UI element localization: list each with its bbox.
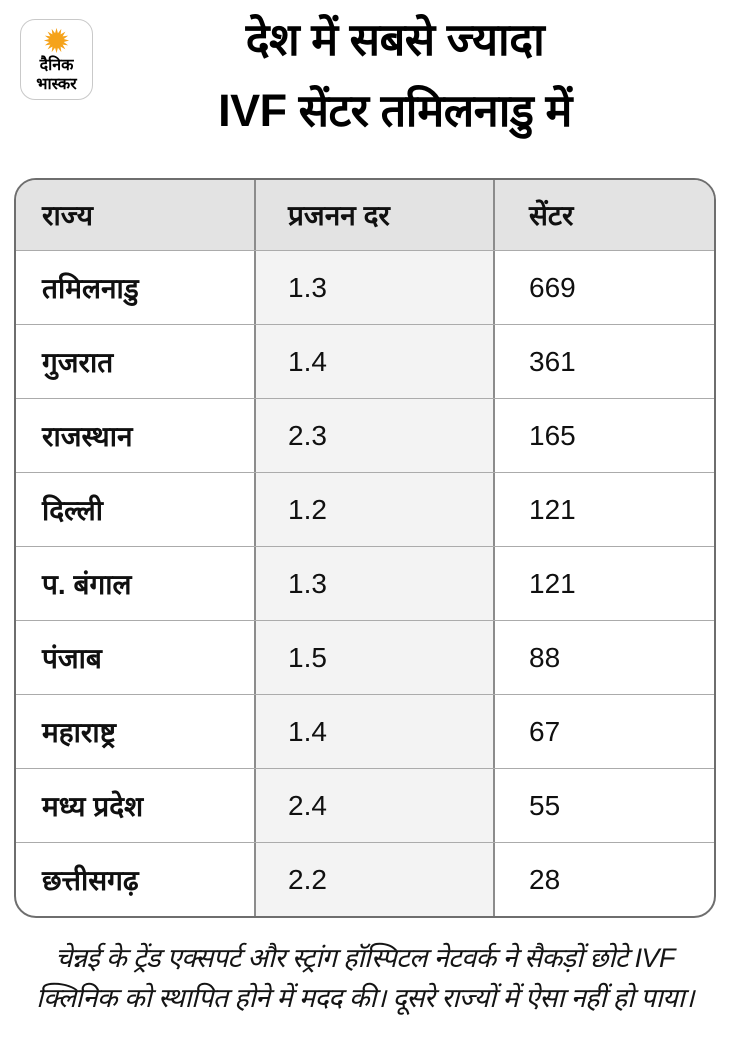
cell-state: पंजाब — [42, 642, 102, 674]
cell-fertility-rate: 1.3 — [254, 251, 493, 324]
brand-logo: दैनिक भास्कर — [20, 19, 93, 100]
cell-fertility-rate: 1.4 — [254, 325, 493, 398]
table-row: राजस्थान 2.3 165 — [16, 398, 714, 472]
cell-fertility-rate: 2.3 — [254, 399, 493, 472]
table-row: गुजरात 1.4 361 — [16, 324, 714, 398]
footnote-line1: चेन्नई के ट्रेंड एक्सपर्ट और स्ट्रांग हॉ… — [55, 943, 675, 973]
column-header-fertility-rate: प्रजनन दर — [254, 180, 493, 250]
footnote-line2: क्लिनिक को स्थापित होने में मदद की। दूसर… — [36, 983, 694, 1013]
cell-centers: 361 — [493, 325, 714, 398]
cell-state: मध्य प्रदेश — [42, 790, 144, 822]
cell-state: छत्तीसगढ़ — [42, 864, 139, 896]
footnote: चेन्नई के ट्रेंड एक्सपर्ट और स्ट्रांग हॉ… — [0, 938, 730, 1018]
brand-name-line1: दैनिक — [39, 57, 74, 74]
table-header-row: राज्य प्रजनन दर सेंटर — [16, 180, 714, 250]
cell-fertility-rate: 1.4 — [254, 695, 493, 768]
page-title-line2: IVF सेंटर तमिलनाडु में — [218, 85, 572, 136]
cell-centers: 88 — [493, 621, 714, 694]
cell-centers: 121 — [493, 547, 714, 620]
cell-centers: 669 — [493, 251, 714, 324]
table-row: प. बंगाल 1.3 121 — [16, 546, 714, 620]
column-header-state: राज्य — [42, 200, 93, 231]
cell-fertility-rate: 1.3 — [254, 547, 493, 620]
sun-icon — [43, 27, 70, 54]
cell-centers: 67 — [493, 695, 714, 768]
table-row: छत्तीसगढ़ 2.2 28 — [16, 842, 714, 916]
table-row: दिल्ली 1.2 121 — [16, 472, 714, 546]
cell-fertility-rate: 1.5 — [254, 621, 493, 694]
page-title-line1: देश में सबसे ज्यादा — [245, 14, 545, 65]
cell-fertility-rate: 1.2 — [254, 473, 493, 546]
table-row: तमिलनाडु 1.3 669 — [16, 250, 714, 324]
cell-state: प. बंगाल — [42, 568, 132, 600]
brand-name-line2: भास्कर — [36, 76, 77, 93]
cell-state: तमिलनाडु — [42, 272, 139, 304]
cell-state: दिल्ली — [42, 494, 103, 526]
table-row: पंजाब 1.5 88 — [16, 620, 714, 694]
cell-centers: 55 — [493, 769, 714, 842]
cell-fertility-rate: 2.2 — [254, 843, 493, 916]
cell-centers: 165 — [493, 399, 714, 472]
cell-fertility-rate: 2.4 — [254, 769, 493, 842]
cell-state: महाराष्ट्र — [42, 716, 116, 748]
cell-state: राजस्थान — [42, 420, 133, 452]
table-row: महाराष्ट्र 1.4 67 — [16, 694, 714, 768]
page-title: देश में सबसे ज्यादा IVF सेंटर तमिलनाडु म… — [80, 4, 710, 146]
cell-centers: 121 — [493, 473, 714, 546]
data-table: राज्य प्रजनन दर सेंटर तमिलनाडु 1.3 669 गुजर… — [14, 178, 716, 918]
cell-state: गुजरात — [42, 346, 114, 378]
table-row: मध्य प्रदेश 2.4 55 — [16, 768, 714, 842]
column-header-centers: सेंटर — [493, 180, 714, 250]
cell-centers: 28 — [493, 843, 714, 916]
table-body: तमिलनाडु 1.3 669 गुजरात 1.4 361 राजस्थान 2.3 165… — [16, 250, 714, 916]
